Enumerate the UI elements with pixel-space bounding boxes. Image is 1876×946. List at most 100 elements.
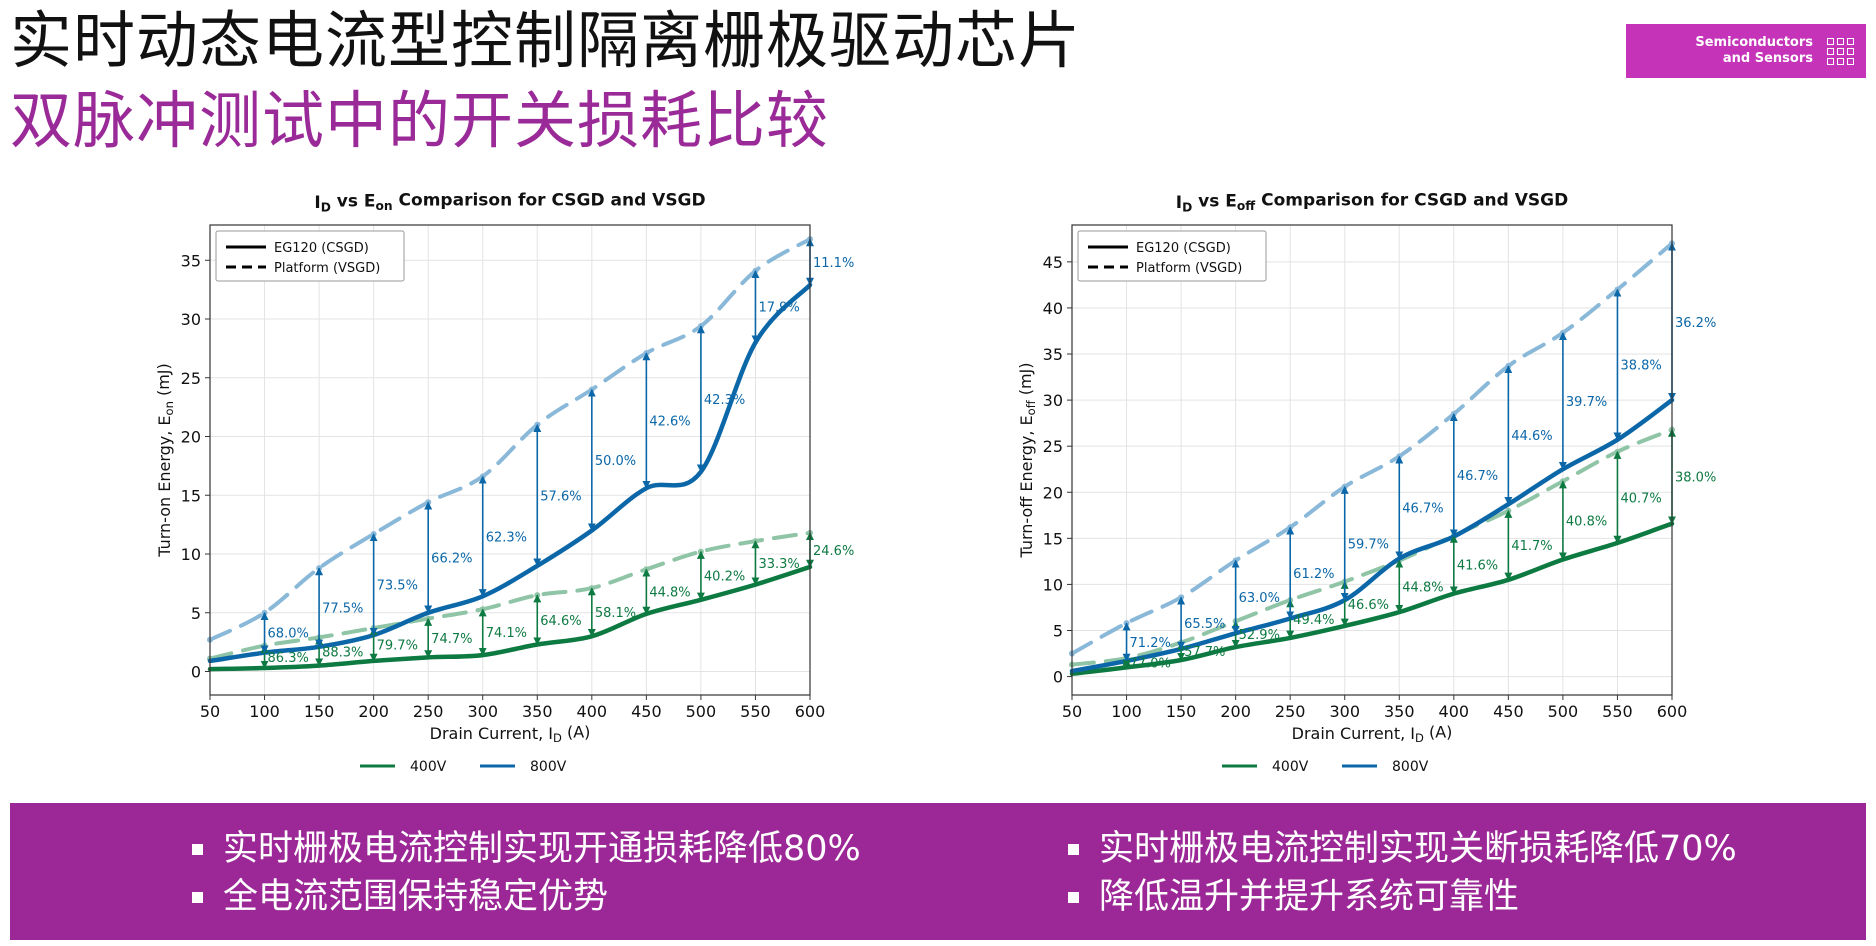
reduction-label: 58.1% (595, 606, 636, 621)
chart-title-part: vs E (331, 192, 376, 212)
reduction-label: 38.0% (1675, 471, 1716, 486)
reduction-label: 57.7% (1184, 645, 1225, 660)
y-axis-label-part: Turn-off Energy, E (1017, 415, 1036, 558)
reduction-label: 74.7% (431, 632, 472, 647)
x-tick-label: 100 (1111, 702, 1142, 721)
chart-title-part: Comparison for CSGD and VSGD (1255, 190, 1568, 210)
y-axis-label: Turn-off Energy, Eoff (mJ) (1016, 362, 1038, 558)
x-tick-label: 300 (1329, 702, 1360, 721)
reduction-label: 42.6% (649, 415, 690, 430)
x-axis-label-part: Drain Current, I (430, 724, 553, 743)
x-tick-label: 450 (631, 702, 662, 721)
x-axis-label-part: D (553, 731, 562, 745)
series-line-400V-vsgd (208, 530, 812, 661)
x-tick-label: 550 (1602, 702, 1633, 721)
y-tick-label: 40 (1043, 299, 1063, 318)
x-tick-label: 100 (249, 702, 280, 721)
voltage-legend: 400V 800V (1222, 759, 1429, 775)
legend-800v-label: 800V (1392, 759, 1429, 775)
x-tick-label: 400 (577, 702, 608, 721)
reduction-label: 24.6% (813, 544, 854, 559)
y-tick-label: 30 (181, 310, 201, 329)
summary-item: 实时栅极电流控制实现开通损耗降低80% (192, 825, 861, 873)
bullet-square-icon (1068, 891, 1079, 903)
y-tick-label: 15 (181, 486, 201, 505)
y-tick-label: 45 (1043, 253, 1063, 272)
reduction-label: 73.5% (377, 579, 418, 594)
legend-label: Platform (VSGD) (274, 261, 380, 276)
y-tick-label: 5 (191, 604, 201, 623)
chart-title: ID vs Eon Comparison for CSGD and VSGD (314, 190, 705, 214)
reduction-label: 46.7% (1402, 501, 1443, 516)
reduction-label: 46.7% (1457, 469, 1498, 484)
reduction-label: 41.6% (1457, 559, 1498, 574)
reduction-label: 44.6% (1511, 429, 1552, 444)
plot-frame (1071, 224, 1673, 696)
x-tick-label: 500 (1548, 702, 1579, 721)
legend-400v-label: 400V (1272, 759, 1309, 775)
x-tick-label: 450 (1493, 702, 1524, 721)
y-axis-label-part: on (162, 401, 176, 415)
y-tick-label: 20 (1043, 483, 1063, 502)
chart-title-part: vs E (1192, 192, 1237, 212)
x-tick-label: 200 (1220, 702, 1251, 721)
reduction-label: 52.9% (1239, 628, 1280, 643)
series-line-800V-vsgd (1070, 241, 1674, 656)
reduction-label: 41.7% (1511, 539, 1552, 554)
legend-800v-label: 800V (530, 759, 567, 775)
summary-right: 实时栅极电流控制实现关断损耗降低70% 降低温升并提升系统可靠性 (1068, 825, 1737, 921)
x-tick-label: 350 (522, 702, 553, 721)
chart-title-part: I (314, 193, 320, 213)
reduction-label: 71.2% (1130, 636, 1171, 651)
page-subtitle: 双脉冲测试中的开关损耗比较 (10, 84, 830, 157)
x-tick-label: 550 (740, 702, 771, 721)
reduction-label: 44.8% (649, 586, 690, 601)
bullet-square-icon (192, 843, 203, 855)
y-tick-label: 35 (1043, 345, 1063, 364)
chart-title-part: D (1182, 200, 1192, 214)
y-tick-label: 30 (1043, 391, 1063, 410)
reduction-label: 40.8% (1566, 514, 1607, 529)
reduction-label: 33.3% (758, 557, 799, 572)
summary-text: 实时栅极电流控制实现开通损耗降低80% (223, 829, 861, 869)
reduction-label: 64.6% (540, 614, 581, 629)
summary-text: 降低温升并提升系统可靠性 (1099, 877, 1520, 917)
reduction-label: 77.5% (322, 601, 363, 616)
x-axis-label-part: (A) (562, 723, 591, 742)
chart-title-part: on (376, 199, 393, 213)
x-tick-label: 600 (1657, 702, 1688, 721)
reduction-label: 11.1% (813, 256, 854, 271)
legend-400v-label: 400V (410, 759, 447, 775)
y-axis-label-part: (mJ) (154, 363, 173, 401)
x-tick-label: 150 (1166, 702, 1197, 721)
reduction-label: 66.2% (431, 552, 472, 567)
x-tick-label: 50 (200, 702, 220, 721)
legend-label: EG120 (CSGD) (1136, 241, 1231, 256)
chart-title-part: off (1237, 199, 1256, 213)
y-tick-label: 5 (1053, 621, 1063, 640)
reduction-label: 62.3% (486, 530, 527, 545)
x-axis-label-part: (A) (1424, 723, 1453, 742)
y-tick-label: 10 (1043, 575, 1063, 594)
y-tick-label: 25 (1043, 437, 1063, 456)
brand-badge: Semiconductors and Sensors (1626, 24, 1866, 78)
y-tick-label: 20 (181, 428, 201, 447)
reduction-label: 59.7% (1348, 537, 1389, 552)
series-line-400V-csgd (207, 564, 813, 672)
bullet-square-icon (1068, 843, 1079, 855)
chart-title: ID vs Eoff Comparison for CSGD and VSGD (1176, 190, 1568, 214)
reduction-label: 79.7% (377, 638, 418, 653)
summary-text: 全电流范围保持稳定优势 (223, 877, 609, 917)
x-tick-label: 200 (358, 702, 389, 721)
summary-item: 降低温升并提升系统可靠性 (1068, 873, 1737, 921)
x-tick-label: 400 (1439, 702, 1470, 721)
brand-line-1: Semiconductors (1695, 35, 1813, 50)
y-tick-label: 15 (1043, 529, 1063, 548)
summary-text: 实时栅极电流控制实现关断损耗降低70% (1099, 829, 1737, 869)
reduction-label: 57.6% (540, 489, 581, 504)
y-tick-label: 25 (181, 369, 201, 388)
reduction-label: 49.4% (1293, 613, 1334, 628)
chart-title-part: Comparison for CSGD and VSGD (393, 190, 706, 210)
eon-chart: 86.3% 88.3% 79.7% 74.7% 74.1% 64.6% 58.1% 44.8%… (154, 190, 855, 775)
y-tick-label: 0 (1053, 668, 1063, 687)
